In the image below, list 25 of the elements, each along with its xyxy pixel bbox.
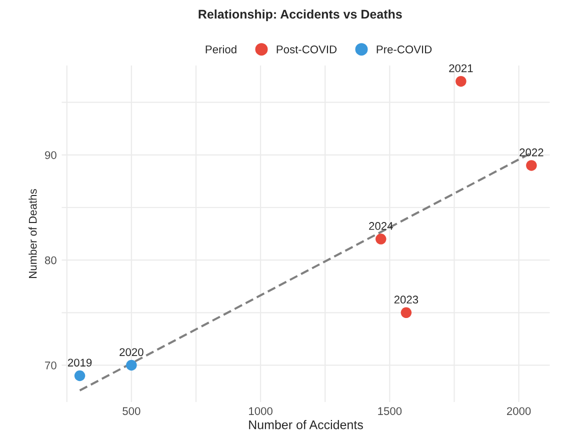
annotation: 2024 [369, 222, 393, 230]
annotation: 2023 [394, 296, 418, 304]
y-tick-label: 80 [44, 256, 56, 264]
point [526, 160, 537, 171]
point [74, 370, 86, 382]
point [126, 360, 137, 371]
point [456, 76, 466, 87]
legend-label: Post-COVID [276, 45, 337, 54]
y-tick-label: 70 [45, 362, 56, 370]
annotation: 2021 [449, 64, 473, 72]
chart-title: Relationship: Accidents vs Deaths [198, 9, 402, 22]
x-tick-label: 2000 [506, 407, 531, 416]
point [376, 234, 386, 244]
annotation: 2020 [120, 348, 144, 356]
annotation: 2019 [68, 358, 92, 367]
y-axis-title: Number of Deaths [28, 189, 37, 278]
x-tick-label: 1500 [378, 407, 402, 416]
x-tick-label: 1000 [249, 407, 272, 416]
legend-label: Pre-COVID [376, 45, 432, 54]
y-tick-label: 90 [45, 151, 56, 160]
point [400, 307, 412, 318]
annotation: 2022 [520, 148, 544, 156]
legend-title: Period [206, 45, 236, 54]
x-tick-label: 500 [122, 407, 140, 416]
x-axis-title: Number of Accidents [249, 420, 363, 430]
